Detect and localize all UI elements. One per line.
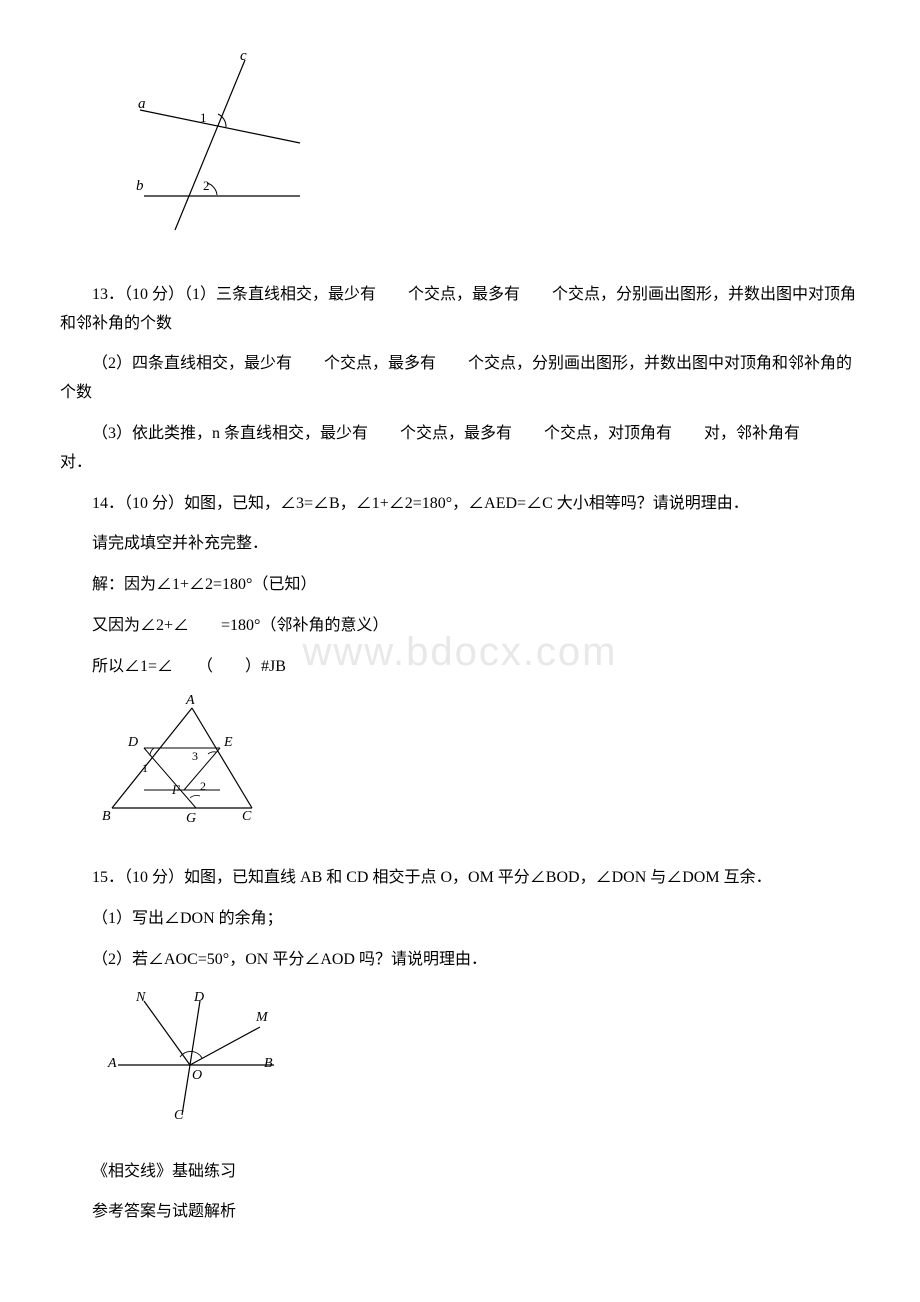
label-D: D — [127, 735, 138, 750]
q14-main: 14．（10 分）如图，已知，∠3=∠B，∠1+∠2=180°，∠AED=∠C … — [60, 490, 860, 519]
label-angle1: 1 — [200, 110, 207, 125]
label-F: F — [171, 782, 181, 797]
label-E: E — [223, 735, 233, 750]
label-M: M — [255, 1010, 269, 1025]
label-a: a — [138, 96, 146, 112]
figure-lines-ab-c: a b c 1 2 — [100, 50, 860, 261]
label-t2: 2 — [200, 779, 206, 793]
label-C: C — [242, 809, 252, 824]
q13-prefix: 13．（10 分） — [92, 286, 184, 303]
q13-part2: （2）四条直线相交，最少有 个交点，最多有 个交点，分别画出图形，并数出图中对顶… — [60, 350, 860, 408]
q14-prefix: 14．（10 分） — [92, 495, 184, 512]
label-angle2: 2 — [203, 178, 210, 193]
page-content: a b c 1 2 13．（10 分）（1）三条直线相交，最少有 个交点，最多有… — [60, 50, 860, 1227]
label-b: b — [136, 178, 144, 194]
q15-prefix: 15．（10 分） — [92, 869, 184, 886]
q13-part3: （3）依此类推，n 条直线相交，最少有 个交点，最多有 个交点，对顶角有 对，邻… — [60, 420, 860, 478]
label-B3: B — [264, 1056, 273, 1071]
footer-line1: 《相交线》基础练习 — [60, 1158, 860, 1187]
label-t3: 3 — [192, 749, 198, 763]
label-B: B — [102, 809, 111, 824]
q13-part1: 13．（10 分）（1）三条直线相交，最少有 个交点，最多有 个交点，分别画出图… — [60, 281, 860, 339]
label-A: A — [185, 694, 195, 708]
q14-main-text: 如图，已知，∠3=∠B，∠1+∠2=180°，∠AED=∠C 大小相等吗？请说明… — [184, 495, 749, 512]
label-t1: 1 — [142, 761, 148, 775]
label-D3: D — [193, 990, 204, 1005]
label-A3: A — [107, 1056, 117, 1071]
q14-line4: 所以∠1=∠ （ ）#JB — [60, 653, 860, 682]
label-c: c — [240, 50, 247, 64]
footer-line2: 参考答案与试题解析 — [60, 1198, 860, 1227]
label-N: N — [135, 990, 146, 1005]
q15-part1: （1）写出∠DON 的余角； — [60, 905, 860, 934]
label-C3: C — [174, 1108, 184, 1123]
q15-part2: （2）若∠AOC=50°，ON 平分∠AOD 吗？请说明理由． — [60, 946, 860, 975]
figure-intersecting-lines: N D M A B O C — [100, 987, 860, 1138]
q14-line3: 又因为∠2+∠ =180°（邻补角的意义） — [60, 612, 860, 641]
q15-main-text: 如图，已知直线 AB 和 CD 相交于点 O，OM 平分∠BOD，∠DON 与∠… — [184, 869, 772, 886]
figure-triangle: A B C D E F G 1 2 3 — [100, 694, 860, 845]
q14-line2: 解：因为∠1+∠2=180°（已知） — [60, 571, 860, 600]
q15-main: 15．（10 分）如图，已知直线 AB 和 CD 相交于点 O，OM 平分∠BO… — [60, 864, 860, 893]
label-G: G — [186, 811, 196, 826]
q14-line1: 请完成填空并补充完整． — [60, 530, 860, 559]
label-O: O — [192, 1068, 202, 1083]
